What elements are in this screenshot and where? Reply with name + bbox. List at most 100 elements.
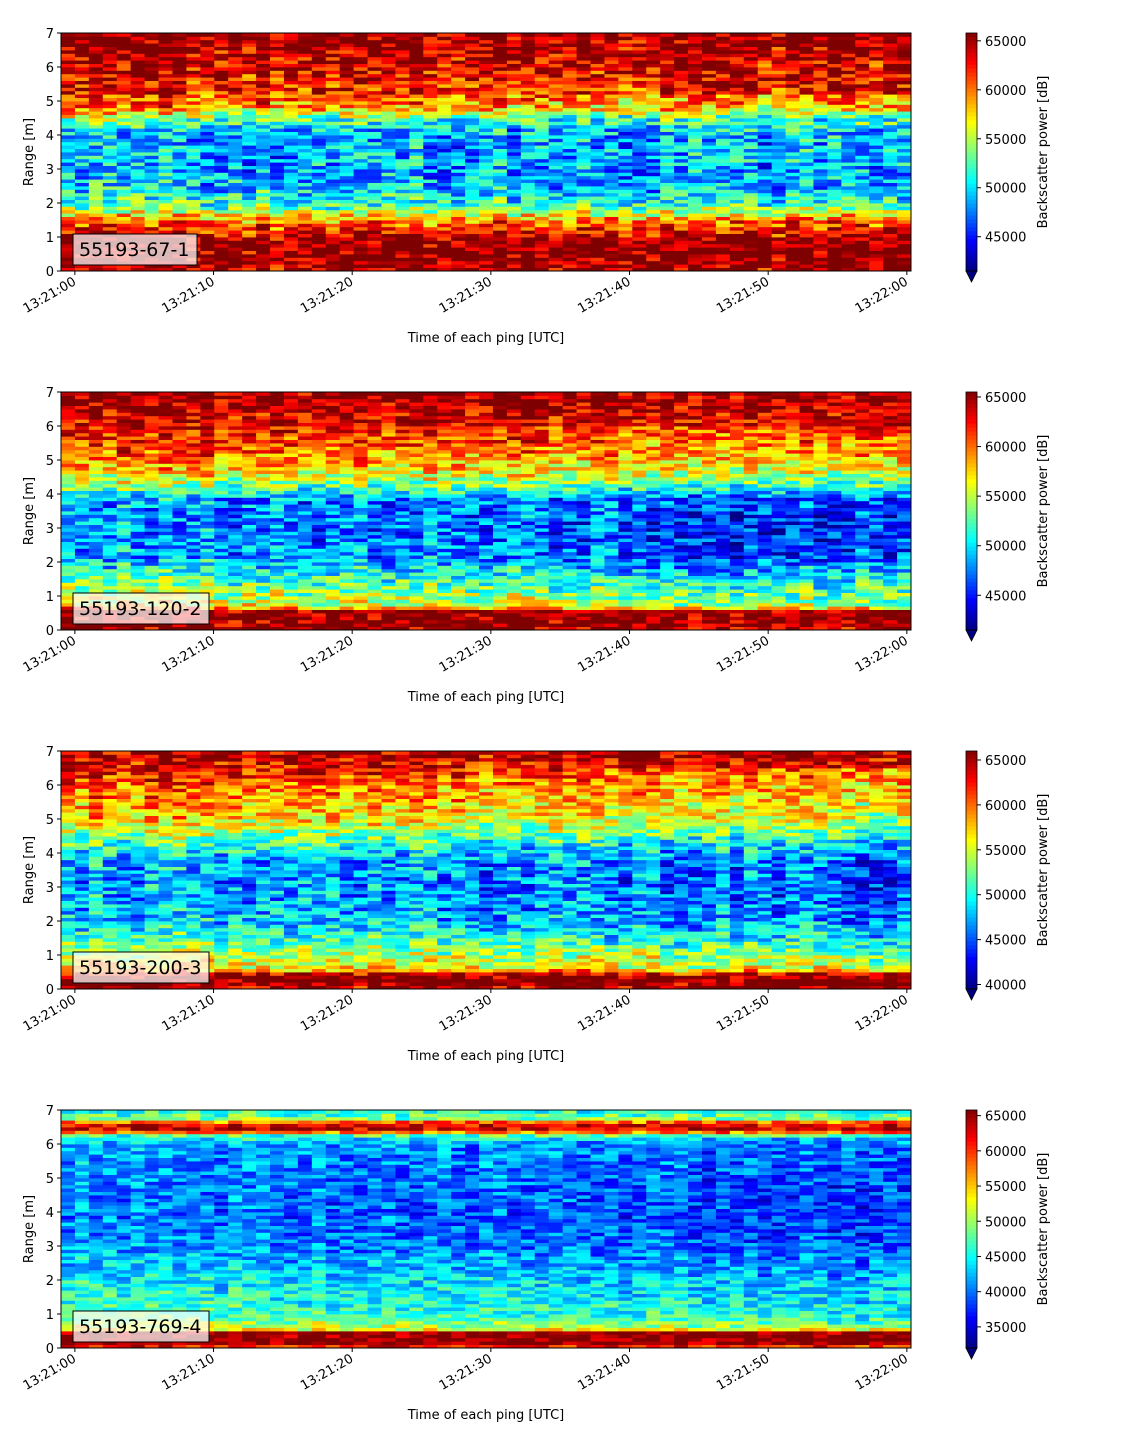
heatmap-cell — [131, 586, 145, 590]
heatmap-cell — [145, 548, 159, 552]
heatmap-cell — [744, 77, 758, 81]
heatmap-cell — [312, 186, 326, 190]
heatmap-cell — [869, 183, 883, 187]
heatmap-cell — [646, 77, 660, 81]
heatmap-cell — [549, 138, 563, 142]
heatmap-cell — [117, 518, 131, 522]
heatmap-cell — [632, 84, 646, 88]
heatmap-cell — [117, 586, 131, 590]
heatmap-cell — [354, 101, 368, 105]
heatmap-cell — [340, 240, 354, 244]
heatmap-cell — [897, 217, 911, 221]
heatmap-cell — [758, 142, 772, 146]
heatmap-cell — [145, 555, 159, 559]
heatmap-cell — [214, 169, 228, 173]
heatmap-cell — [395, 200, 409, 204]
heatmap-cell — [897, 50, 911, 54]
heatmap-cell — [75, 514, 89, 518]
heatmap-cell — [354, 189, 368, 193]
heatmap-cell — [89, 467, 103, 471]
heatmap-cell — [200, 74, 214, 78]
heatmap-cell — [786, 101, 800, 105]
heatmap-cell — [855, 172, 869, 176]
heatmap-cell — [172, 460, 186, 464]
heatmap-cell — [646, 118, 660, 122]
heatmap-cell — [437, 264, 451, 268]
heatmap-cell — [242, 159, 256, 163]
heatmap-cell — [451, 240, 465, 244]
heatmap-cell — [75, 548, 89, 552]
heatmap-cell — [242, 189, 256, 193]
heatmap-cell — [117, 528, 131, 532]
heatmap-cell — [618, 206, 632, 210]
heatmap-cell — [131, 162, 145, 166]
heatmap-cell — [340, 145, 354, 149]
heatmap-cell — [800, 70, 814, 74]
heatmap-cell — [618, 70, 632, 74]
heatmap-cell — [368, 162, 382, 166]
heatmap-cell — [89, 94, 103, 98]
heatmap-cell — [75, 491, 89, 495]
heatmap-cell — [772, 57, 786, 61]
heatmap-cell — [242, 223, 256, 227]
heatmap-cell — [242, 67, 256, 71]
heatmap-cell — [479, 176, 493, 180]
heatmap-cell — [200, 132, 214, 136]
heatmap-cell — [381, 172, 395, 176]
heatmap-cell — [61, 484, 75, 488]
heatmap-cell — [702, 217, 716, 221]
heatmap-cell — [145, 135, 159, 139]
heatmap-cell — [61, 419, 75, 423]
heatmap-cell — [61, 559, 75, 563]
heatmap-cell — [883, 87, 897, 91]
heatmap-cell — [340, 132, 354, 136]
heatmap-cell — [172, 582, 186, 586]
heatmap-cell — [340, 135, 354, 139]
heatmap-cell — [354, 257, 368, 261]
heatmap-cell — [89, 453, 103, 457]
heatmap-cell — [284, 40, 298, 44]
heatmap-cell — [646, 70, 660, 74]
heatmap-cell — [730, 64, 744, 68]
heatmap-cell — [89, 463, 103, 467]
heatmap-cell — [646, 189, 660, 193]
colorbar-segment — [966, 204, 977, 208]
heatmap-cell — [75, 200, 89, 204]
heatmap-cell — [632, 57, 646, 61]
heatmap-cell — [145, 40, 159, 44]
heatmap-cell — [563, 60, 577, 64]
heatmap-cell — [827, 111, 841, 115]
heatmap-cell — [145, 91, 159, 95]
heatmap-cell — [242, 128, 256, 132]
heatmap-cell — [381, 77, 395, 81]
heatmap-cell — [312, 210, 326, 214]
heatmap-cell — [270, 227, 284, 231]
heatmap-cell — [660, 149, 674, 153]
heatmap-cell — [855, 70, 869, 74]
heatmap-cell — [800, 186, 814, 190]
heatmap-cell — [368, 203, 382, 207]
heatmap-cell — [340, 101, 354, 105]
heatmap-cell — [493, 223, 507, 227]
heatmap-cell — [563, 220, 577, 224]
heatmap-cell — [354, 244, 368, 248]
heatmap-cell — [646, 67, 660, 71]
heatmap-cell — [716, 193, 730, 197]
heatmap-cell — [632, 121, 646, 125]
heatmap-cell — [270, 257, 284, 261]
heatmap-cell — [507, 189, 521, 193]
heatmap-cell — [159, 406, 173, 410]
heatmap-cell — [521, 84, 535, 88]
heatmap-cell — [841, 155, 855, 159]
heatmap-cell — [200, 261, 214, 265]
heatmap-cell — [437, 169, 451, 173]
heatmap-cell — [688, 111, 702, 115]
heatmap-cell — [368, 47, 382, 51]
heatmap-cell — [869, 87, 883, 91]
heatmap-cell — [61, 423, 75, 427]
heatmap-cell — [772, 152, 786, 156]
heatmap-cell — [549, 183, 563, 187]
heatmap-cell — [618, 77, 632, 81]
heatmap-cell — [660, 101, 674, 105]
heatmap-cell — [284, 135, 298, 139]
